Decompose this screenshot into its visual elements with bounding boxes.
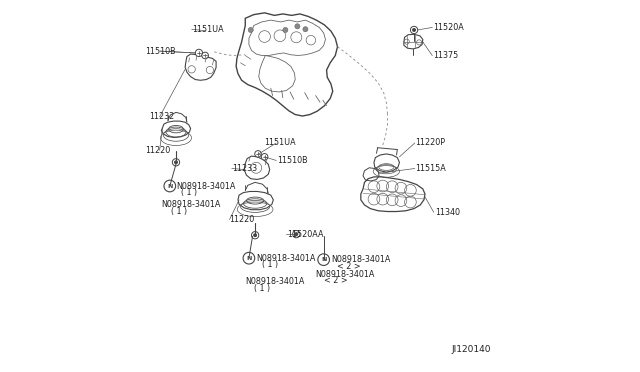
Text: 11375: 11375: [433, 51, 458, 60]
Text: < 2 >: < 2 >: [337, 262, 361, 271]
Circle shape: [318, 254, 330, 266]
Text: N08918-3401A: N08918-3401A: [176, 182, 236, 190]
Text: 11220: 11220: [230, 215, 255, 224]
Circle shape: [202, 52, 209, 59]
Text: 11220: 11220: [145, 146, 170, 155]
Text: 11520AA: 11520AA: [287, 230, 324, 238]
Circle shape: [248, 28, 253, 32]
Circle shape: [303, 27, 308, 32]
Circle shape: [261, 154, 268, 160]
Text: N08918-3401A: N08918-3401A: [161, 201, 221, 209]
Circle shape: [413, 29, 415, 31]
Circle shape: [295, 232, 298, 235]
Text: 1151UA: 1151UA: [191, 25, 223, 34]
Text: ( 1 ): ( 1 ): [170, 207, 187, 216]
Circle shape: [252, 231, 259, 239]
Text: 1151UA: 1151UA: [264, 138, 296, 147]
Text: 11232: 11232: [148, 112, 174, 121]
Text: 11220P: 11220P: [415, 138, 445, 147]
Text: ( 1 ): ( 1 ): [253, 283, 270, 292]
Circle shape: [175, 161, 177, 164]
Circle shape: [164, 180, 175, 192]
Text: ( 1 ): ( 1 ): [262, 260, 278, 269]
Text: 11515A: 11515A: [415, 164, 446, 173]
Text: JI120140: JI120140: [452, 346, 492, 355]
Circle shape: [195, 49, 203, 57]
Circle shape: [410, 26, 418, 33]
Circle shape: [253, 234, 257, 237]
Text: N: N: [321, 257, 326, 262]
Circle shape: [172, 159, 180, 166]
Text: 11520A: 11520A: [433, 23, 464, 32]
Text: 11340: 11340: [435, 208, 460, 217]
Text: ( 1 ): ( 1 ): [182, 188, 198, 197]
Text: 11510B: 11510B: [145, 46, 175, 55]
Circle shape: [295, 24, 300, 29]
Text: N08918-3401A: N08918-3401A: [331, 255, 390, 264]
Text: 11233: 11233: [232, 164, 257, 173]
Text: N08918-3401A: N08918-3401A: [256, 254, 316, 263]
Text: < 2 >: < 2 >: [324, 276, 348, 285]
Circle shape: [283, 28, 288, 32]
Circle shape: [292, 231, 300, 238]
Text: N: N: [167, 183, 173, 189]
Text: N08918-3401A: N08918-3401A: [316, 270, 375, 279]
Text: 11510B: 11510B: [277, 156, 308, 165]
Text: N: N: [246, 256, 252, 261]
Circle shape: [255, 151, 261, 157]
Circle shape: [243, 252, 255, 264]
Text: N08918-3401A: N08918-3401A: [245, 277, 305, 286]
